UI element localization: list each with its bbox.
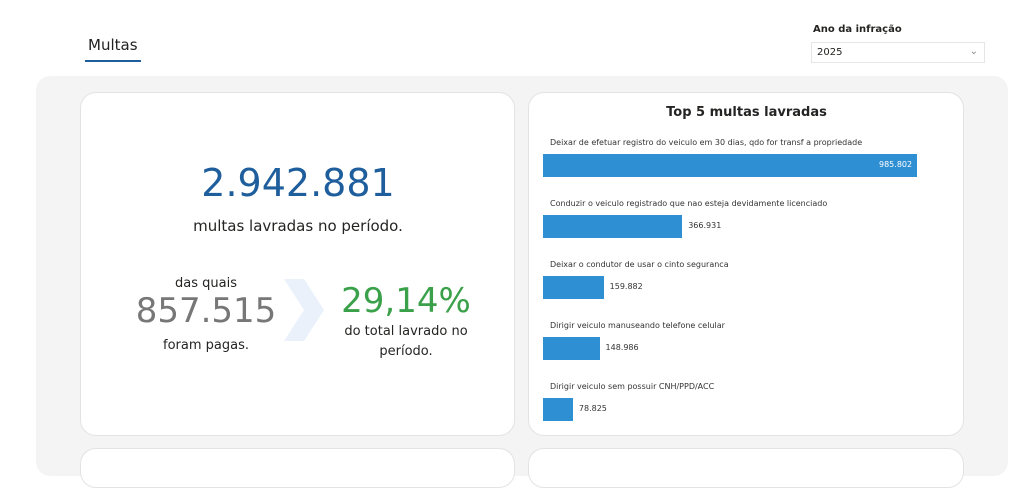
kpi-card: 2.942.881 multas lavradas no período. da… bbox=[80, 92, 515, 436]
chart-title: Top 5 multas lavradas bbox=[666, 105, 827, 120]
bar[interactable] bbox=[543, 215, 683, 238]
year-filter-label: Ano da infração bbox=[813, 24, 902, 35]
tab-multas[interactable]: Multas bbox=[85, 36, 141, 62]
total-fines-value: 2.942.881 bbox=[201, 161, 395, 205]
bar-category-label: Dirigir veiculo sem possuir CNH/PPD/ACC bbox=[550, 382, 715, 391]
bar[interactable] bbox=[543, 276, 604, 299]
bottom-left-card bbox=[80, 448, 515, 488]
bar[interactable] bbox=[543, 337, 600, 360]
bar[interactable] bbox=[543, 398, 573, 421]
bar-value-label: 78.825 bbox=[578, 404, 607, 413]
percent-caption-1: do total lavrado no bbox=[344, 324, 468, 339]
bottom-right-card bbox=[528, 448, 964, 488]
bar-category-label: Conduzir o veiculo registrado que nao es… bbox=[550, 199, 828, 208]
paid-caption: foram pagas. bbox=[163, 338, 249, 353]
bar-category-label: Dirigir veiculo manuseando telefone celu… bbox=[550, 321, 725, 330]
paid-percent-value: 29,14% bbox=[341, 281, 471, 321]
year-filter-dropdown[interactable]: 2025 ⌄ bbox=[811, 42, 985, 63]
percent-caption-2: período. bbox=[379, 344, 433, 359]
total-fines-caption: multas lavradas no período. bbox=[193, 217, 403, 235]
top5-chart-card: Top 5 multas lavradas Deixar de efetuar … bbox=[528, 92, 964, 436]
paid-fines-value: 857.515 bbox=[135, 291, 277, 331]
chevron-right-icon bbox=[284, 279, 324, 341]
paid-prefix: das quais bbox=[175, 276, 237, 291]
bar[interactable] bbox=[543, 154, 917, 177]
year-filter-value: 2025 bbox=[817, 47, 843, 58]
chevron-down-icon: ⌄ bbox=[969, 46, 978, 57]
bar-value-label: 366.931 bbox=[688, 221, 722, 230]
bar-category-label: Deixar de efetuar registro do veiculo em… bbox=[550, 138, 863, 147]
bar-value-label: 159.882 bbox=[609, 282, 643, 291]
bar-category-label: Deixar o condutor de usar o cinto segura… bbox=[550, 260, 729, 269]
bar-value-label: 148.986 bbox=[605, 343, 639, 352]
bar-value-label: 985.802 bbox=[879, 160, 913, 169]
